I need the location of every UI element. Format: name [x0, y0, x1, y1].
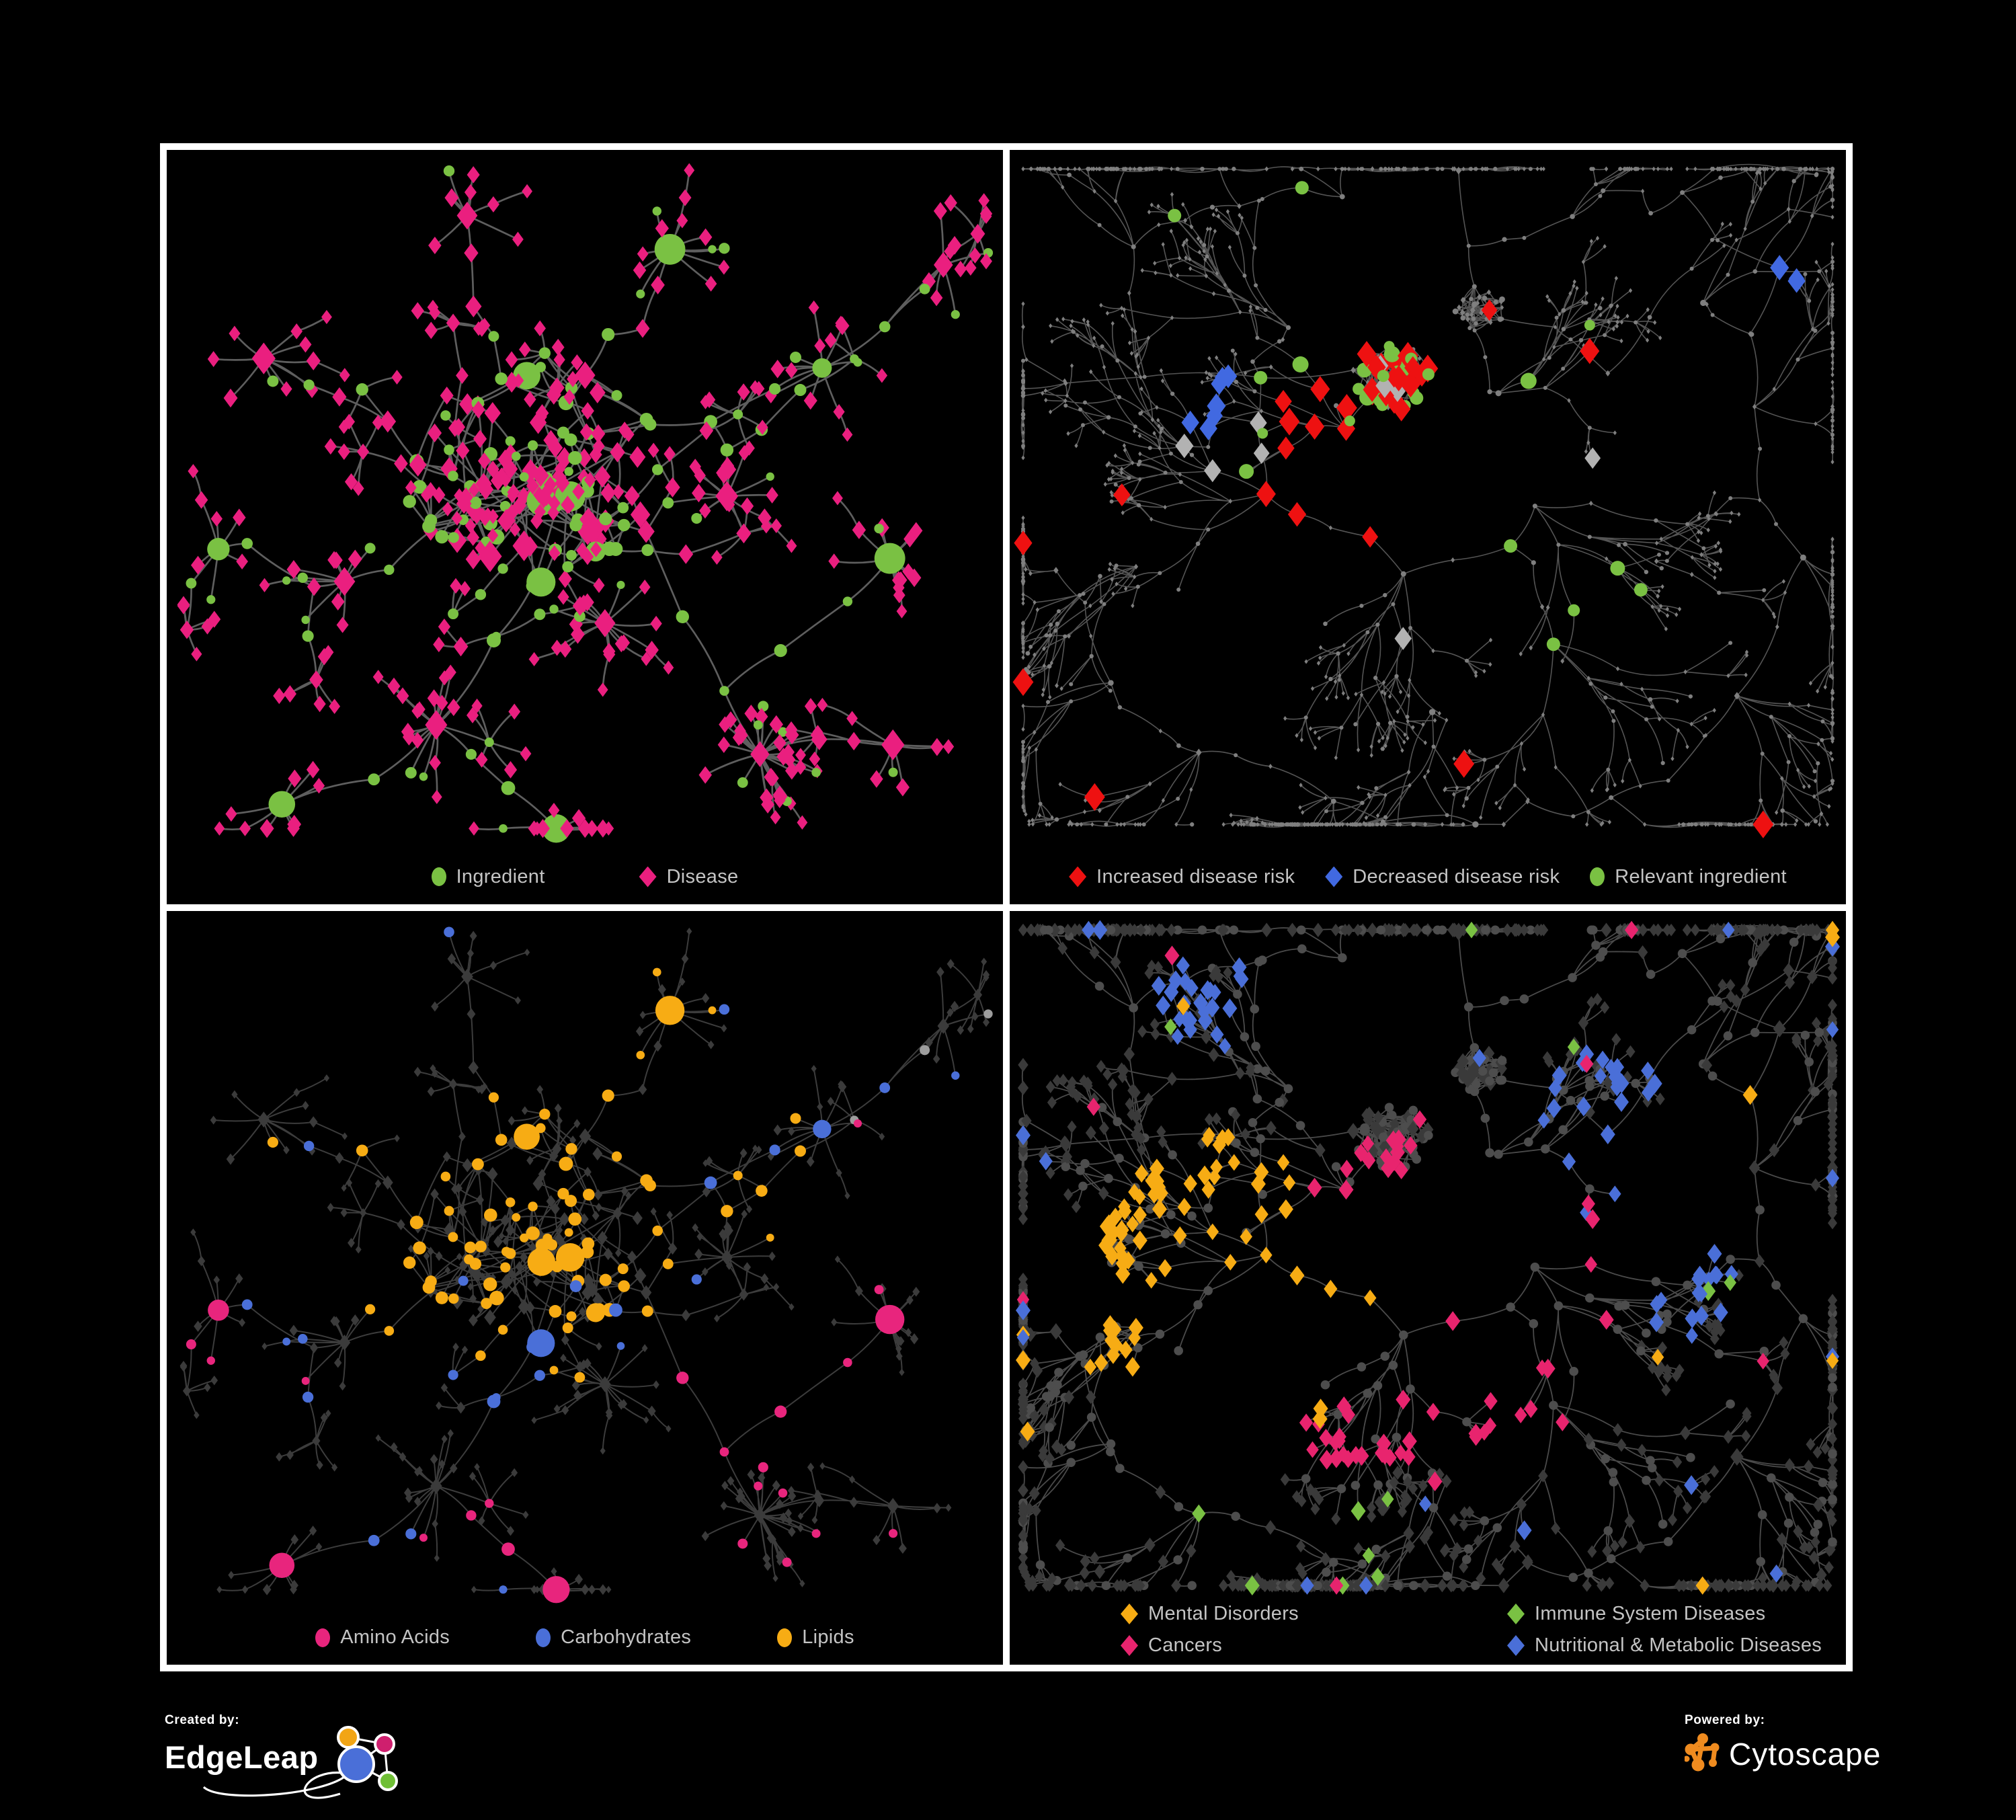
legend-item-mental-disorders: Mental Disorders — [1121, 1603, 1507, 1625]
legend-label: Mental Disorders — [1148, 1603, 1299, 1624]
nutritional-metabolic-node-icon — [1507, 1635, 1525, 1656]
legend-item-decreased-risk: Decreased disease risk — [1325, 866, 1560, 888]
legend-item-immune-diseases: Immune System Diseases — [1507, 1603, 1822, 1625]
disease-risk-network-graph — [1012, 163, 1835, 838]
legend-disease-classes: Mental Disorders Immune System Diseases … — [1121, 1603, 1822, 1657]
increased-risk-node-icon — [1069, 866, 1087, 887]
panel-ingredient-classes: Amino Acids Carbohydrates Lipids — [167, 910, 1003, 1665]
legend-item-relevant-ingredient: Relevant ingredient — [1590, 866, 1787, 888]
cytoscape-logo-icon — [1685, 1733, 1720, 1772]
legend-label: Nutritional & Metabolic Diseases — [1535, 1634, 1822, 1656]
legend-label: Amino Acids — [340, 1626, 450, 1648]
legend-item-disease: Disease — [639, 866, 739, 888]
legend-label: Cancers — [1148, 1634, 1223, 1656]
legend-item-ingredient: Ingredient — [431, 865, 545, 888]
cancers-node-icon — [1121, 1635, 1138, 1656]
legend-label: Lipids — [802, 1626, 854, 1648]
relevant-ingredient-node-icon — [1590, 867, 1605, 886]
panel-disease-classes: Mental Disorders Immune System Diseases … — [1010, 910, 1846, 1665]
panel-ingredient-disease: Ingredient Disease — [167, 150, 1003, 904]
legend-label: Relevant ingredient — [1615, 865, 1787, 887]
legend-item-carbohydrates: Carbohydrates — [536, 1626, 691, 1649]
legend-label: Ingredient — [456, 865, 545, 887]
cytoscape-credit: Powered by: Cytoscape — [1685, 1713, 1881, 1772]
panel-grid: Ingredient Disease Increased disease ris… — [160, 143, 1853, 1671]
created-by-label: Created by: — [165, 1713, 240, 1727]
legend-item-nutritional-metabolic: Nutritional & Metabolic Diseases — [1507, 1634, 1822, 1657]
panel-disease-risk: Increased disease risk Decreased disease… — [1010, 150, 1846, 904]
mental-disorders-node-icon — [1121, 1604, 1138, 1624]
legend-label: Increased disease risk — [1096, 865, 1295, 887]
legend-ingredient-disease: Ingredient Disease — [167, 866, 1003, 888]
legend-disease-risk: Increased disease risk Decreased disease… — [1010, 866, 1846, 888]
immune-diseases-node-icon — [1507, 1604, 1525, 1624]
disease-class-network-graph — [1016, 920, 1840, 1595]
cytoscape-brand-row: Cytoscape — [1685, 1731, 1881, 1772]
carbohydrates-node-icon — [536, 1628, 551, 1647]
legend-item-cancers: Cancers — [1121, 1634, 1507, 1657]
edgeleap-logo-icon — [202, 1726, 398, 1799]
ingredient-disease-network-graph — [177, 163, 994, 843]
ingredient-node-icon — [431, 867, 446, 886]
legend-label: Disease — [666, 865, 739, 887]
legend-item-increased-risk: Increased disease risk — [1069, 866, 1295, 888]
edgeleap-credit: Created by: EdgeLeap — [165, 1713, 422, 1807]
legend-item-lipids: Lipids — [777, 1626, 854, 1649]
ingredient-class-network-graph — [179, 926, 993, 1603]
legend-label: Carbohydrates — [561, 1626, 692, 1648]
amino-acids-node-icon — [315, 1628, 331, 1647]
powered-by-label: Powered by: — [1685, 1713, 1765, 1727]
edgeleap-wordmark: EdgeLeap — [165, 1739, 319, 1775]
legend-ingredient-classes: Amino Acids Carbohydrates Lipids — [167, 1626, 1003, 1649]
decreased-risk-node-icon — [1325, 866, 1343, 887]
disease-node-icon — [639, 866, 657, 887]
legend-label: Immune System Diseases — [1535, 1603, 1766, 1624]
legend-label: Decreased disease risk — [1353, 865, 1560, 887]
lipids-node-icon — [777, 1628, 793, 1647]
edgeleap-brand-row: EdgeLeap — [165, 1726, 422, 1807]
cytoscape-wordmark: Cytoscape — [1729, 1737, 1882, 1772]
legend-item-amino-acids: Amino Acids — [315, 1626, 450, 1649]
